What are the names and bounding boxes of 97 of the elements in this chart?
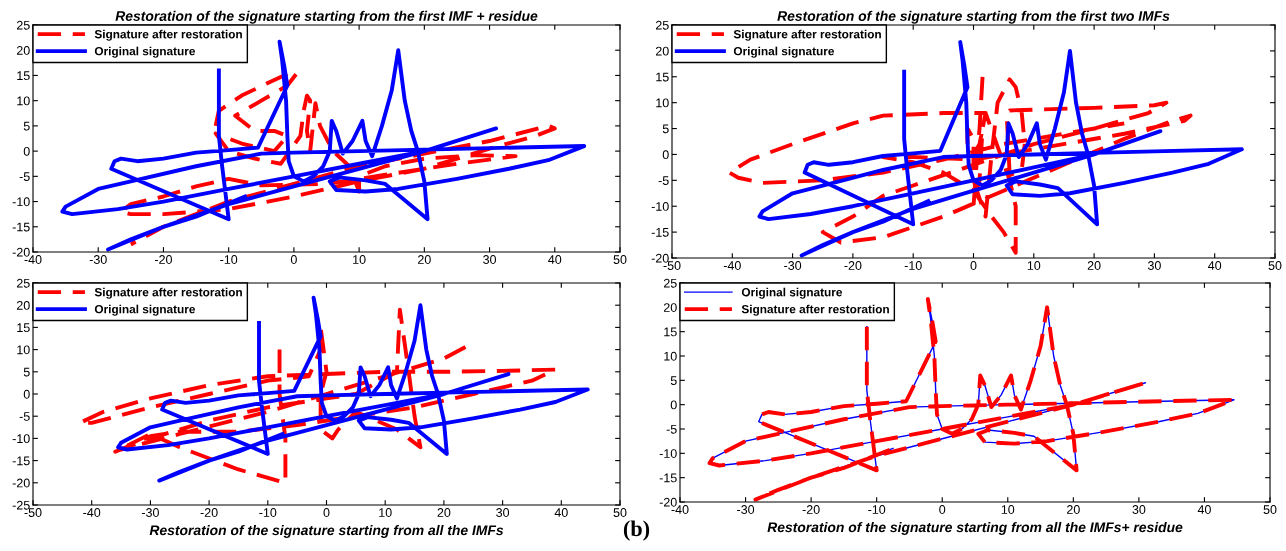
x-tick-label: 30: [496, 508, 510, 517]
x-tick-label: 10: [1027, 261, 1041, 270]
legend-label: Signature after restoration: [733, 29, 881, 41]
x-tick-label: -20: [802, 505, 820, 514]
line-series: [60, 39, 587, 252]
legend-label: Original signature: [94, 46, 196, 58]
x-tick-label: -20: [844, 261, 862, 270]
x-tick-label: -20: [200, 508, 218, 517]
y-tick-label: 25: [16, 20, 30, 30]
x-tick-label: 40: [1197, 505, 1211, 514]
y-tick-label: 5: [670, 376, 677, 385]
y-tick-label: -10: [659, 449, 677, 458]
x-tick-label: -30: [737, 505, 755, 514]
legend-label: Original signature: [741, 287, 843, 299]
y-tick-label: -10: [12, 197, 30, 207]
x-tick-label: -10: [259, 508, 277, 517]
x-tick-label: 30: [1132, 505, 1146, 514]
line-series: [727, 74, 1193, 255]
x-tick-label: 20: [418, 255, 431, 264]
y-tick-label: 15: [17, 71, 30, 81]
legend-label: Signature after restoration: [94, 29, 242, 41]
x-tick-label: 50: [613, 508, 627, 517]
x-tick-label: 40: [1208, 261, 1222, 270]
x-tick-label: 40: [548, 255, 562, 264]
x-tick-label: -50: [663, 261, 681, 270]
x-tick-label: 20: [437, 508, 451, 517]
y-tick-label: -10: [651, 202, 669, 211]
x-tick-label: 10: [379, 508, 392, 517]
x-tick-label: 50: [1263, 505, 1277, 514]
x-tick-label: 50: [613, 255, 627, 264]
y-tick-label: 0: [662, 150, 669, 160]
y-tick-label: 20: [655, 46, 669, 56]
y-tick-label: 15: [17, 323, 30, 333]
y-tick-label: 0: [23, 389, 30, 399]
y-tick-label: -5: [666, 424, 677, 434]
y-tick-label: 10: [656, 98, 669, 108]
x-tick-label: 30: [483, 255, 497, 264]
y-tick-label: 0: [23, 146, 30, 156]
y-tick-label: 5: [23, 367, 30, 377]
y-tick-label: 25: [663, 278, 677, 288]
x-tick-label: 0: [290, 255, 297, 264]
x-axis-title: Restoration of the signature starting from all the IMFs+ residue: [767, 521, 1183, 535]
legend-label: Original signature: [733, 46, 835, 58]
y-tick-label: -15: [651, 228, 669, 237]
y-tick-label: -15: [659, 473, 677, 483]
y-tick-label: 10: [17, 345, 30, 355]
x-tick-label: -40: [24, 255, 42, 264]
y-tick-label: -5: [19, 172, 30, 181]
y-tick-label: 5: [662, 124, 669, 134]
y-tick-label: -15: [12, 456, 30, 466]
chart-title: Restoration of the signature starting from the first IMF + residue: [115, 10, 538, 24]
x-tick-label: 20: [1087, 261, 1101, 270]
y-tick-label: -20: [12, 478, 30, 488]
legend-label: Original signature: [94, 304, 196, 316]
y-tick-label: 25: [16, 278, 30, 288]
legend-label: Signature after restoration: [741, 304, 889, 316]
x-tick-label: 50: [1268, 261, 1282, 270]
y-tick-label: 10: [17, 96, 30, 106]
y-tick-label: 15: [664, 327, 677, 337]
x-tick-label: -30: [89, 255, 107, 264]
x-tick-label: -10: [868, 505, 886, 514]
x-tick-label: -40: [671, 505, 689, 514]
x-tick-label: 10: [353, 255, 366, 264]
x-tick-label: 20: [1067, 505, 1080, 514]
chart-title: Restoration of the signature starting from the first two IMFs: [777, 10, 1170, 24]
x-axis-title: Restoration of the signature starting from all the IMFs: [149, 524, 504, 538]
legend-label: Signature after restoration: [94, 287, 242, 299]
y-tick-label: 25: [655, 20, 669, 30]
y-tick-label: 5: [23, 121, 30, 131]
y-tick-label: 0: [670, 400, 677, 410]
x-tick-label: -40: [83, 508, 101, 517]
y-tick-label: 20: [663, 303, 677, 312]
x-tick-label: -20: [154, 255, 172, 264]
y-tick-label: -10: [12, 434, 30, 444]
y-tick-label: -20: [12, 247, 30, 257]
y-tick-label: -5: [658, 176, 669, 185]
x-tick-label: -40: [723, 261, 741, 270]
y-tick-label: -20: [659, 497, 677, 507]
x-tick-label: -30: [784, 261, 802, 270]
y-tick-label: -25: [12, 500, 30, 510]
x-tick-label: 10: [1001, 505, 1015, 514]
x-tick-label: 0: [970, 261, 977, 270]
x-tick-label: 40: [554, 508, 568, 517]
x-tick-label: -10: [904, 261, 922, 270]
y-tick-label: 10: [664, 351, 677, 361]
x-tick-label: 0: [939, 505, 946, 514]
text: (b): [623, 520, 650, 541]
y-tick-label: -5: [19, 412, 30, 421]
y-tick-label: 20: [16, 301, 30, 310]
x-tick-label: 30: [1147, 261, 1161, 270]
x-tick-label: -10: [220, 255, 238, 264]
y-tick-label: 15: [656, 72, 669, 82]
y-tick-label: -15: [12, 222, 30, 232]
y-tick-label: 20: [16, 46, 30, 55]
x-tick-label: 0: [323, 508, 330, 517]
x-tick-label: -50: [24, 508, 42, 517]
x-tick-label: -30: [141, 508, 159, 517]
